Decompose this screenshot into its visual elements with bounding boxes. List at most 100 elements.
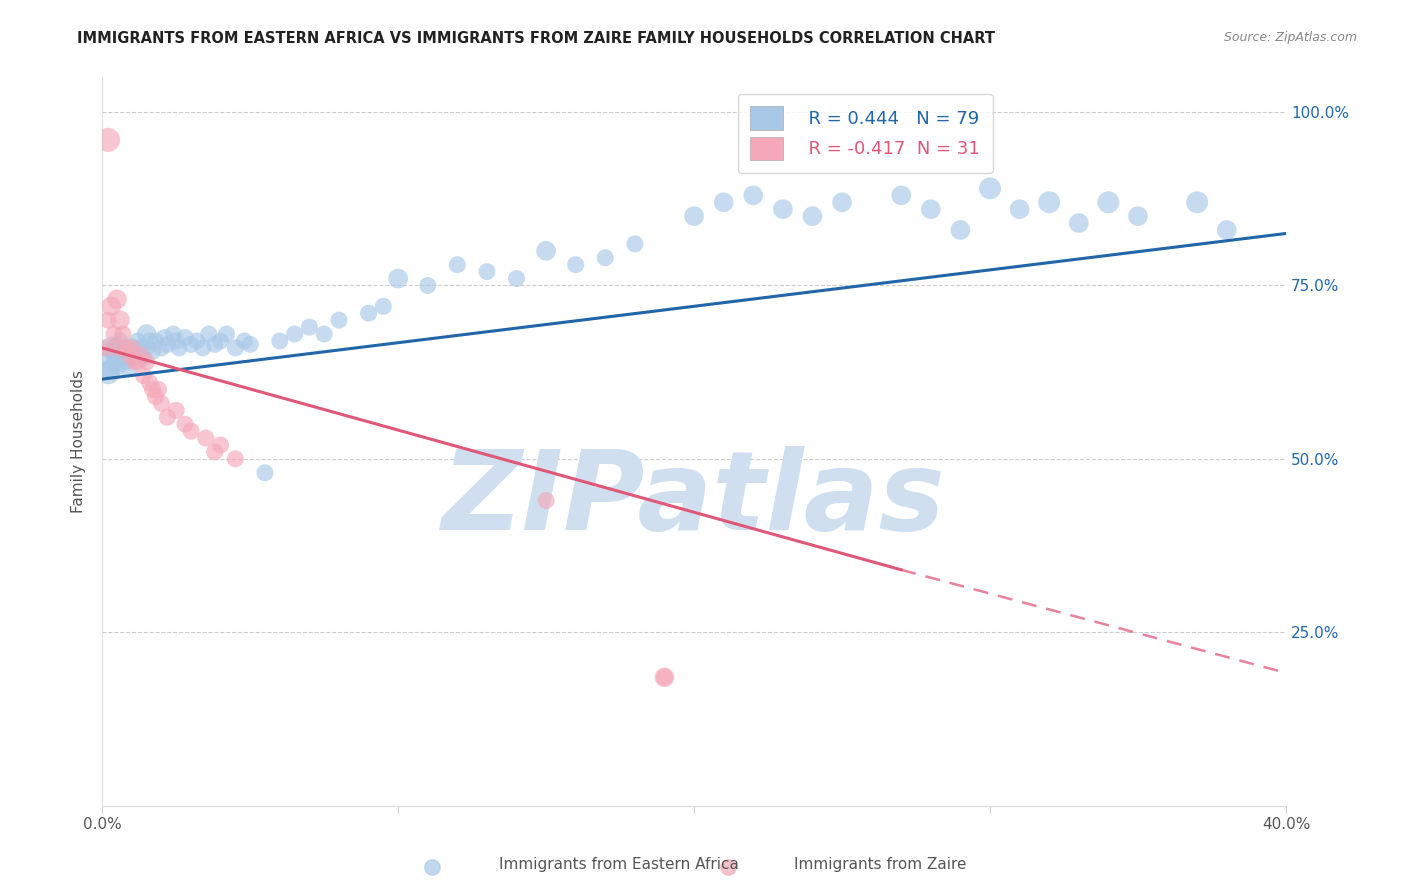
Point <box>156 337 179 351</box>
Point <box>387 271 409 285</box>
Point <box>564 258 586 272</box>
Point <box>314 326 336 341</box>
Text: Immigrants from Zaire: Immigrants from Zaire <box>794 857 967 872</box>
Point <box>150 341 173 355</box>
Point <box>105 341 128 355</box>
Point <box>108 313 131 327</box>
Point <box>97 313 120 327</box>
Point <box>180 337 202 351</box>
Point <box>124 348 146 362</box>
Point <box>103 344 125 359</box>
Point <box>150 396 173 410</box>
Point <box>135 326 157 341</box>
Point <box>1038 195 1060 210</box>
Point <box>127 334 149 348</box>
Point <box>135 341 157 355</box>
Point <box>209 438 232 452</box>
Point <box>534 244 557 258</box>
Point <box>224 451 246 466</box>
Point <box>373 299 395 313</box>
Point <box>269 334 291 348</box>
Point <box>100 361 122 376</box>
Point <box>97 365 120 379</box>
Point <box>284 326 307 341</box>
Point <box>534 493 557 508</box>
Point <box>167 341 190 355</box>
Point <box>103 326 125 341</box>
Point <box>475 265 498 279</box>
Point <box>148 383 170 397</box>
Point <box>1008 202 1031 217</box>
Point <box>129 341 152 355</box>
Point <box>132 368 155 383</box>
Point <box>209 334 232 348</box>
Point <box>129 348 152 362</box>
Point <box>194 431 217 445</box>
Legend:   R = 0.444   N = 79,   R = -0.417  N = 31: R = 0.444 N = 79, R = -0.417 N = 31 <box>738 94 993 173</box>
Point <box>108 334 131 348</box>
Point <box>121 341 143 355</box>
Point <box>162 326 184 341</box>
Point <box>742 188 765 202</box>
Point <box>94 355 117 369</box>
Point <box>233 334 256 348</box>
Point <box>186 334 208 348</box>
Point <box>416 278 439 293</box>
Point <box>298 320 321 334</box>
Point <box>357 306 380 320</box>
Point <box>1185 195 1208 210</box>
Point <box>121 351 143 366</box>
Point <box>979 181 1001 195</box>
Point <box>224 341 246 355</box>
Point <box>328 313 350 327</box>
Point <box>204 337 226 351</box>
Point <box>127 355 149 369</box>
Point <box>949 223 972 237</box>
Point <box>683 209 706 223</box>
Point <box>111 326 134 341</box>
Point <box>115 355 138 369</box>
Point <box>505 271 527 285</box>
Point <box>204 445 226 459</box>
Point <box>801 209 824 223</box>
Point <box>115 341 138 355</box>
Point <box>253 466 276 480</box>
Point <box>121 341 143 355</box>
Point <box>1097 195 1119 210</box>
Point <box>105 341 128 355</box>
Point <box>215 326 238 341</box>
Point <box>180 424 202 438</box>
Point <box>920 202 942 217</box>
Text: ZIPatlas: ZIPatlas <box>443 446 946 553</box>
Point <box>191 341 214 355</box>
Point <box>654 670 676 684</box>
Point <box>772 202 794 217</box>
Point <box>174 330 197 344</box>
Point <box>135 355 157 369</box>
Y-axis label: Family Households: Family Households <box>72 370 86 513</box>
Point <box>138 376 160 390</box>
Point <box>105 293 128 307</box>
Point <box>174 417 197 432</box>
Point <box>153 330 176 344</box>
Point <box>654 670 676 684</box>
Point <box>624 236 647 251</box>
Text: Source: ZipAtlas.com: Source: ZipAtlas.com <box>1223 31 1357 45</box>
Point <box>100 341 122 355</box>
Point <box>118 361 141 376</box>
Point <box>145 389 167 403</box>
Point <box>118 348 141 362</box>
Point <box>115 341 138 355</box>
Point <box>127 344 149 359</box>
Point <box>138 334 160 348</box>
Point <box>890 188 912 202</box>
Point <box>108 348 131 362</box>
Point <box>165 403 187 417</box>
Point <box>145 334 167 348</box>
Point <box>118 348 141 362</box>
Point <box>156 410 179 425</box>
Point <box>1216 223 1239 237</box>
Point <box>111 351 134 366</box>
Text: IMMIGRANTS FROM EASTERN AFRICA VS IMMIGRANTS FROM ZAIRE FAMILY HOUSEHOLDS CORREL: IMMIGRANTS FROM EASTERN AFRICA VS IMMIGR… <box>77 31 995 46</box>
Point <box>141 383 163 397</box>
